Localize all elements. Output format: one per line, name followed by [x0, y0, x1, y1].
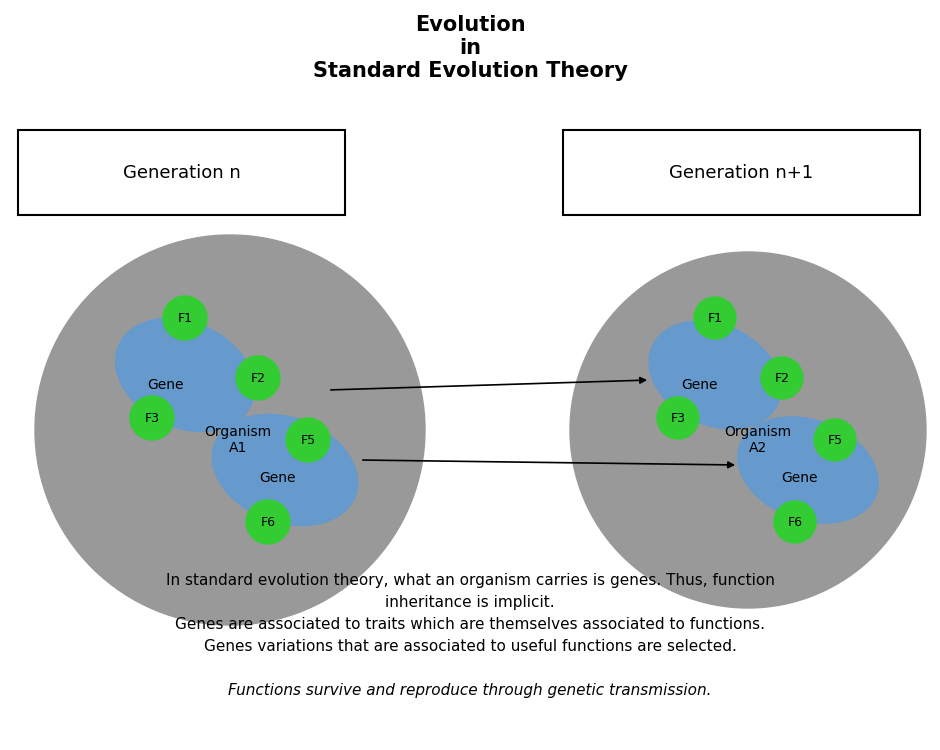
Text: Organism
A2: Organism A2	[725, 425, 791, 455]
Text: Generation n+1: Generation n+1	[669, 164, 813, 182]
Circle shape	[286, 418, 330, 462]
FancyBboxPatch shape	[18, 130, 345, 215]
Text: Organism
A1: Organism A1	[204, 425, 272, 455]
Ellipse shape	[738, 417, 878, 524]
Text: Evolution
in
Standard Evolution Theory: Evolution in Standard Evolution Theory	[313, 15, 627, 82]
Ellipse shape	[212, 415, 358, 526]
Text: F1: F1	[178, 311, 193, 325]
Text: F5: F5	[301, 433, 316, 446]
Text: F5: F5	[827, 433, 842, 446]
Ellipse shape	[116, 319, 255, 431]
Text: F6: F6	[788, 515, 803, 529]
Text: Gene: Gene	[147, 378, 183, 392]
Text: Genes are associated to traits which are themselves associated to functions.: Genes are associated to traits which are…	[175, 617, 765, 632]
Text: F3: F3	[145, 412, 160, 424]
Circle shape	[163, 296, 207, 340]
Circle shape	[130, 396, 174, 440]
Text: F3: F3	[670, 412, 685, 424]
Circle shape	[694, 297, 736, 339]
Text: Functions survive and reproduce through genetic transmission.: Functions survive and reproduce through …	[228, 683, 712, 698]
Text: F6: F6	[260, 515, 275, 529]
FancyBboxPatch shape	[563, 130, 920, 215]
Circle shape	[761, 357, 803, 399]
Text: Gene: Gene	[782, 471, 818, 485]
Text: Gene: Gene	[259, 471, 296, 485]
Text: Generation n: Generation n	[122, 164, 241, 182]
Circle shape	[774, 501, 816, 543]
Circle shape	[570, 252, 926, 608]
Text: inheritance is implicit.: inheritance is implicit.	[385, 595, 555, 610]
Text: F1: F1	[708, 311, 723, 325]
Circle shape	[814, 419, 856, 461]
Circle shape	[657, 397, 699, 439]
Text: Genes variations that are associated to useful functions are selected.: Genes variations that are associated to …	[204, 639, 736, 654]
Circle shape	[246, 500, 290, 544]
Text: In standard evolution theory, what an organism carries is genes. Thus, function: In standard evolution theory, what an or…	[165, 573, 775, 588]
Circle shape	[35, 235, 425, 625]
Text: F2: F2	[775, 371, 790, 385]
Text: F2: F2	[250, 371, 265, 385]
Circle shape	[236, 356, 280, 400]
Text: Gene: Gene	[682, 378, 718, 392]
Ellipse shape	[649, 321, 781, 429]
